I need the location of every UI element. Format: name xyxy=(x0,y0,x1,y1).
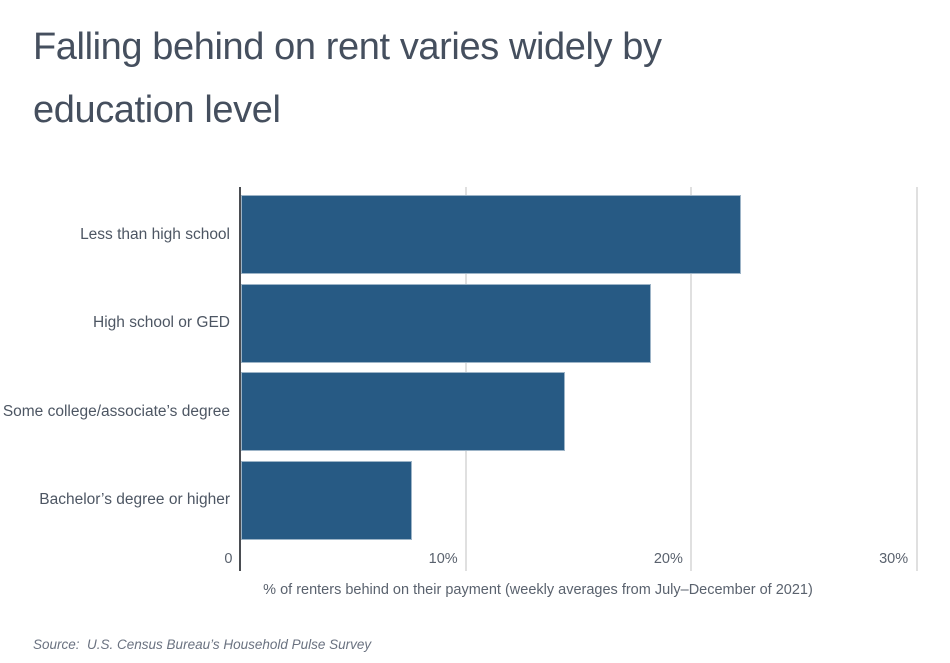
source-note: Source: U.S. Census Bureau’s Household P… xyxy=(33,637,372,652)
chart-title-line-1: Falling behind on rent varies widely by xyxy=(33,26,662,68)
bar-3 xyxy=(241,372,566,451)
bar-4 xyxy=(241,460,413,540)
category-label: Bachelor’s degree or higher xyxy=(39,491,230,508)
category-label: High school or GED xyxy=(93,314,230,331)
y-axis-line xyxy=(239,187,241,571)
gridline-20pct xyxy=(690,187,693,571)
x-tick-label-20: 20% xyxy=(653,551,683,567)
gridline-30pct xyxy=(915,187,918,571)
x-axis-caption: % of renters behind on their payment (we… xyxy=(263,582,813,598)
category-label: Less than high school xyxy=(80,225,230,243)
bar-2 xyxy=(241,283,651,363)
x-tick-label-0: 0 xyxy=(224,551,233,567)
x-tick-label-30: 30% xyxy=(879,551,909,567)
category-label: Some college/associate’s degree xyxy=(2,402,230,420)
chart-title: Falling behind on rent varies widely by … xyxy=(33,16,662,142)
chart-title-line-2: education level xyxy=(33,89,281,131)
x-tick-label-10: 10% xyxy=(428,551,458,567)
bar-1 xyxy=(241,195,741,274)
